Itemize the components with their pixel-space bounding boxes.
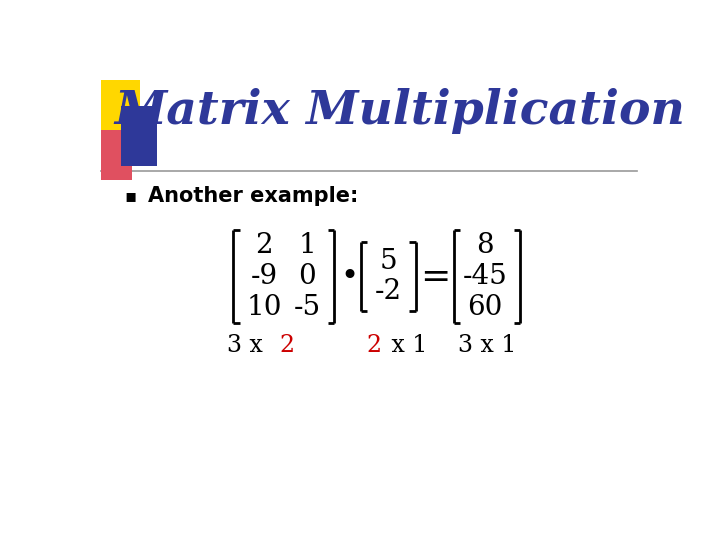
Text: 2: 2: [256, 232, 273, 259]
Text: =: =: [420, 260, 450, 294]
Bar: [121, 106, 157, 166]
Text: Another example:: Another example:: [148, 186, 359, 206]
Text: 8: 8: [477, 232, 494, 259]
Text: ▪: ▪: [124, 187, 136, 205]
Text: 10: 10: [247, 294, 282, 321]
Bar: [101, 80, 140, 130]
Text: 3 x: 3 x: [227, 334, 270, 357]
Text: Matrix Multiplication: Matrix Multiplication: [114, 88, 685, 134]
Text: 60: 60: [467, 294, 503, 321]
Text: -5: -5: [294, 294, 320, 321]
Text: 3 x 1: 3 x 1: [458, 334, 516, 357]
Text: 5: 5: [379, 248, 397, 275]
Text: x 1: x 1: [384, 334, 428, 357]
Text: -9: -9: [251, 263, 278, 290]
Text: 1: 1: [298, 232, 316, 259]
Text: 2: 2: [366, 334, 382, 357]
Bar: [101, 130, 132, 180]
Text: -45: -45: [463, 263, 508, 290]
Text: 0: 0: [298, 263, 316, 290]
Text: -2: -2: [375, 279, 402, 306]
Text: 2: 2: [279, 334, 294, 357]
Text: •: •: [341, 262, 359, 291]
